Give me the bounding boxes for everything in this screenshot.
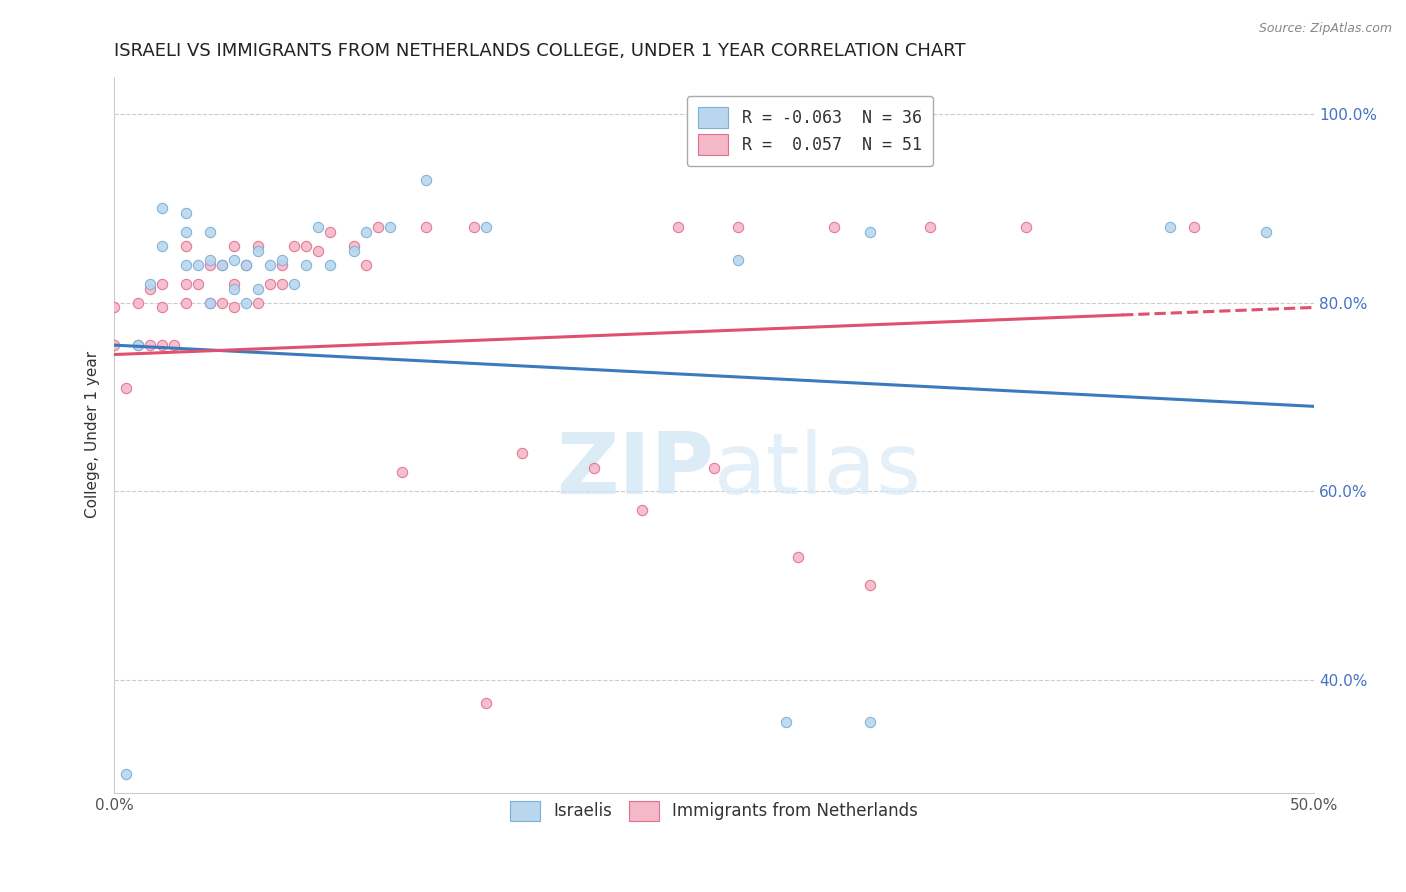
Point <box>150 301 173 315</box>
Point <box>343 239 366 253</box>
Point <box>235 258 257 272</box>
Point <box>115 767 138 781</box>
Point <box>307 220 329 235</box>
Point <box>235 295 257 310</box>
Point <box>319 225 342 239</box>
Point <box>354 225 377 239</box>
Point <box>1015 220 1038 235</box>
Point <box>139 338 162 352</box>
Point <box>115 380 138 394</box>
Point <box>283 277 305 291</box>
Point <box>247 244 270 258</box>
Point <box>174 206 197 220</box>
Point <box>150 239 173 253</box>
Point <box>103 338 125 352</box>
Point <box>259 277 281 291</box>
Point <box>295 239 318 253</box>
Point <box>198 258 221 272</box>
Point <box>187 277 209 291</box>
Point <box>343 244 366 258</box>
Point <box>354 258 377 272</box>
Point <box>247 239 270 253</box>
Point <box>224 282 246 296</box>
Point <box>307 244 329 258</box>
Text: atlas: atlas <box>714 429 922 512</box>
Point <box>163 338 186 352</box>
Point <box>247 295 270 310</box>
Point <box>198 225 221 239</box>
Point <box>1254 225 1277 239</box>
Point <box>259 258 281 272</box>
Point <box>415 173 437 187</box>
Point <box>283 239 305 253</box>
Point <box>211 295 233 310</box>
Point <box>1182 220 1205 235</box>
Point <box>174 239 197 253</box>
Point <box>271 258 294 272</box>
Point <box>174 258 197 272</box>
Point <box>198 295 221 310</box>
Point <box>127 338 149 352</box>
Point <box>224 239 246 253</box>
Point <box>127 338 149 352</box>
Point <box>859 578 882 592</box>
Point <box>224 253 246 268</box>
Point <box>666 220 689 235</box>
Point <box>103 301 125 315</box>
Point <box>139 277 162 291</box>
Point <box>1159 220 1181 235</box>
Point <box>319 258 342 272</box>
Point <box>378 220 401 235</box>
Point <box>391 465 413 479</box>
Point <box>139 282 162 296</box>
Point <box>174 277 197 291</box>
Point <box>727 220 749 235</box>
Point <box>859 714 882 729</box>
Legend: Israelis, Immigrants from Netherlands: Israelis, Immigrants from Netherlands <box>496 788 932 834</box>
Point <box>211 258 233 272</box>
Text: ZIP: ZIP <box>557 429 714 512</box>
Point <box>198 253 221 268</box>
Point <box>271 277 294 291</box>
Point <box>211 258 233 272</box>
Point <box>247 282 270 296</box>
Point <box>727 253 749 268</box>
Text: ISRAELI VS IMMIGRANTS FROM NETHERLANDS COLLEGE, UNDER 1 YEAR CORRELATION CHART: ISRAELI VS IMMIGRANTS FROM NETHERLANDS C… <box>114 42 966 60</box>
Point <box>415 220 437 235</box>
Point <box>475 220 498 235</box>
Point <box>150 202 173 216</box>
Y-axis label: College, Under 1 year: College, Under 1 year <box>86 351 100 518</box>
Point <box>271 253 294 268</box>
Point <box>224 277 246 291</box>
Point <box>174 295 197 310</box>
Point <box>150 338 173 352</box>
Point <box>150 277 173 291</box>
Point <box>510 446 533 460</box>
Text: Source: ZipAtlas.com: Source: ZipAtlas.com <box>1258 22 1392 36</box>
Point <box>235 258 257 272</box>
Point <box>823 220 845 235</box>
Point <box>224 301 246 315</box>
Point <box>631 503 654 517</box>
Point <box>920 220 942 235</box>
Point <box>187 258 209 272</box>
Point <box>198 295 221 310</box>
Point <box>583 460 606 475</box>
Point <box>703 460 725 475</box>
Point <box>475 696 498 710</box>
Point <box>367 220 389 235</box>
Point <box>787 550 810 565</box>
Point <box>463 220 485 235</box>
Point <box>295 258 318 272</box>
Point <box>127 295 149 310</box>
Point <box>775 714 797 729</box>
Point <box>859 225 882 239</box>
Point <box>174 225 197 239</box>
